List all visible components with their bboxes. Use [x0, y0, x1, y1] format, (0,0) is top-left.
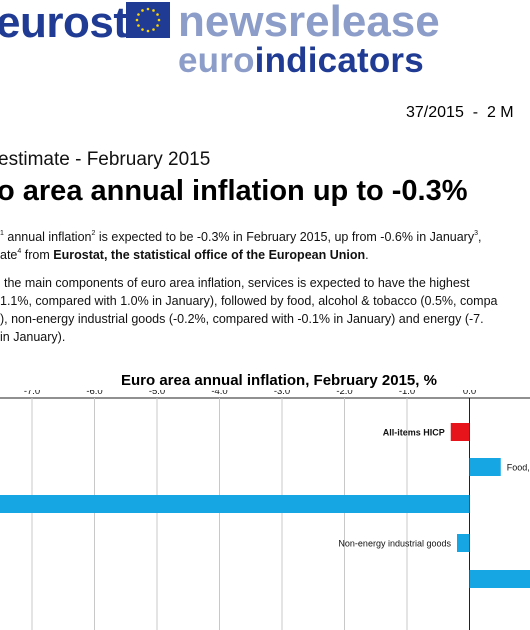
flag-star — [141, 28, 144, 31]
bar-label: Non-energy industrial goods — [338, 539, 451, 549]
flash-estimate-subtitle: estimate - February 2015 — [0, 149, 211, 170]
paragraph-2-line-2: 1.1%, compared with 1.0% in January), fo… — [0, 294, 498, 308]
indicators-part: indicators — [254, 41, 424, 80]
footnote-ref: 2 — [91, 230, 96, 237]
flag-stars — [135, 7, 161, 33]
flag-star — [152, 28, 155, 31]
inflation-bar-chart: -7.0-6.0-5.0-4.0-3.0-2.0-1.00.01All-item… — [0, 390, 530, 630]
newsrelease-logo-text: newsrelease — [178, 0, 440, 46]
text-fragment: , — [478, 230, 482, 244]
flag-star — [135, 18, 139, 22]
bar — [457, 534, 470, 552]
bar — [450, 423, 470, 441]
paragraph-1-line-2: ate4 from Eurostat, the statistical offi… — [0, 246, 369, 264]
bar — [469, 458, 501, 476]
flag-background — [126, 2, 170, 38]
x-tick-label: -2.0 — [336, 390, 352, 397]
paragraph-2-line-3: ), non-energy industrial goods (-0.2%, c… — [0, 312, 484, 326]
paragraph-2-line-4: in January). — [0, 330, 66, 344]
release-number: 37/2015 - 2 M — [406, 104, 514, 121]
eurostat-bold-text: Eurostat, the statistical office of the … — [53, 248, 366, 262]
x-tick-label: -7.0 — [24, 390, 40, 397]
flag-star — [152, 9, 155, 12]
flag-star — [146, 7, 150, 11]
flag-star — [156, 13, 159, 16]
bar — [0, 495, 470, 513]
bar — [469, 570, 530, 588]
x-tick-label: -6.0 — [86, 390, 102, 397]
flag-star — [146, 29, 150, 33]
footnote-ref: 4 — [17, 248, 22, 255]
euro-part: euro — [178, 41, 255, 80]
flag-star — [137, 24, 140, 27]
footnote-ref: 3 — [474, 230, 478, 237]
headline: o area annual inflation up to -0.3% — [0, 175, 468, 207]
bar-label: Food, — [507, 463, 530, 473]
flag-star — [141, 9, 144, 12]
paragraph-2-line-1: the main components of euro area inflati… — [4, 276, 470, 290]
footnote-ref: 1 — [0, 230, 4, 237]
text-fragment: annual inflation — [7, 230, 92, 244]
text-fragment: from — [24, 248, 50, 262]
x-tick-label: -1.0 — [399, 390, 415, 397]
x-tick-label: -3.0 — [274, 390, 290, 397]
flag-star — [157, 18, 161, 22]
eu-flag-icon — [126, 2, 170, 38]
text-fragment: . — [365, 248, 369, 262]
euroindicators-logo-text: euroindicators — [178, 41, 424, 81]
x-tick-label: -5.0 — [149, 390, 165, 397]
text-fragment: is expected to be -0.3% in February 2015… — [98, 230, 475, 244]
chart-title: Euro area annual inflation, February 201… — [121, 372, 437, 389]
x-tick-label: -4.0 — [211, 390, 227, 397]
flag-star — [137, 13, 140, 16]
text-fragment: ate — [0, 248, 18, 262]
bar-label: All-items HICP — [383, 428, 445, 438]
flag-star — [156, 24, 159, 27]
paragraph-1-line-1: 1 annual inflation2 is expected to be -0… — [0, 228, 481, 246]
x-tick-label: 0.0 — [463, 390, 476, 397]
